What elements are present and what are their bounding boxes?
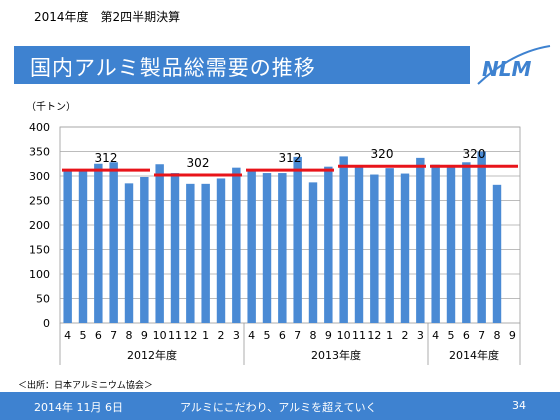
bar — [431, 164, 440, 323]
bar — [354, 166, 364, 323]
y-tick-label: 300 — [29, 170, 50, 183]
x-tick-label: 11 — [352, 329, 366, 342]
x-tick-label: 12 — [183, 329, 197, 342]
footer-slogan: アルミにこだわり、アルミを超えていく — [180, 401, 377, 414]
page-number: 34 — [512, 399, 526, 412]
x-tick-label: 10 — [337, 329, 351, 342]
bar — [293, 156, 302, 323]
page-title: 国内アルミ製品総需要の推移 — [30, 56, 316, 80]
bar — [155, 164, 164, 323]
bar — [63, 169, 72, 323]
y-tick-label: 50 — [36, 293, 50, 306]
bar — [124, 183, 134, 323]
logo-swoosh-inner — [477, 45, 551, 85]
report-label: 2014年度 第2四半期決算 — [34, 10, 181, 24]
bar — [109, 162, 118, 323]
bar — [170, 173, 180, 323]
x-tick-label: 1 — [202, 329, 209, 342]
bar — [462, 162, 471, 323]
y-tick-label: 150 — [29, 244, 50, 257]
x-tick-label: 10 — [153, 329, 167, 342]
x-tick-label: 8 — [310, 329, 317, 342]
bar — [78, 171, 88, 323]
bar — [370, 174, 379, 323]
x-tick-label: 3 — [417, 329, 424, 342]
x-tick-label: 3 — [233, 329, 240, 342]
unit-label: （千トン） — [26, 102, 76, 113]
title-bar — [14, 46, 470, 84]
x-tick-label: 5 — [264, 329, 271, 342]
source-note: ＜出所：日本アルミニウム協会＞ — [18, 381, 153, 391]
x-tick-label: 11 — [168, 329, 182, 342]
x-tick-label: 5 — [80, 329, 87, 342]
x-tick-label: 6 — [463, 329, 470, 342]
x-tick-label: 1 — [386, 329, 393, 342]
bar — [477, 151, 486, 323]
bar — [400, 173, 410, 323]
x-tick-label: 6 — [95, 329, 102, 342]
logo-swoosh — [474, 38, 551, 80]
bar — [232, 167, 241, 323]
bar — [262, 173, 272, 323]
bar — [339, 156, 348, 323]
x-tick-label: 2 — [402, 329, 409, 342]
bar — [492, 184, 502, 323]
x-tick-label: 7 — [478, 329, 485, 342]
bar — [186, 183, 195, 323]
average-label: 320 — [463, 147, 486, 161]
y-tick-label: 400 — [29, 121, 50, 134]
logo-text: NLM — [482, 57, 531, 81]
y-tick-label: 350 — [29, 146, 50, 159]
year-label: 2013年度 — [311, 348, 361, 362]
x-tick-label: 4 — [64, 329, 71, 342]
y-tick-label: 200 — [29, 219, 50, 232]
x-tick-label: 9 — [325, 329, 332, 342]
x-tick-label: 7 — [294, 329, 301, 342]
bar — [278, 173, 287, 323]
bar — [201, 183, 210, 323]
nlm-logo: NLM — [474, 38, 551, 85]
x-tick-label: 5 — [448, 329, 455, 342]
average-label: 302 — [187, 156, 210, 170]
x-tick-label: 12 — [367, 329, 381, 342]
x-tick-label: 8 — [126, 329, 133, 342]
x-tick-label: 9 — [141, 329, 148, 342]
footer-bar — [0, 392, 560, 420]
footer-date: 2014年 11月 6日 — [34, 401, 123, 414]
bar — [216, 178, 226, 323]
x-tick-label: 8 — [494, 329, 501, 342]
bar — [324, 166, 333, 323]
x-tick-label: 4 — [248, 329, 255, 342]
x-tick-label: 9 — [509, 329, 516, 342]
x-tick-label: 6 — [279, 329, 286, 342]
bar — [140, 176, 149, 323]
x-tick-label: 7 — [110, 329, 117, 342]
bar — [247, 169, 256, 323]
bar — [308, 182, 318, 323]
average-label: 312 — [279, 151, 302, 165]
x-tick-label: 2 — [218, 329, 225, 342]
y-tick-label: 100 — [29, 268, 50, 281]
y-tick-label: 250 — [29, 195, 50, 208]
y-tick-label: 0 — [43, 317, 50, 330]
year-label: 2014年度 — [449, 348, 499, 362]
year-label: 2012年度 — [127, 348, 177, 362]
x-tick-label: 4 — [432, 329, 439, 342]
bar — [416, 157, 425, 323]
bar — [446, 165, 456, 323]
bar — [94, 163, 103, 323]
average-label: 312 — [95, 151, 118, 165]
average-label: 320 — [371, 147, 394, 161]
bar — [385, 168, 394, 323]
